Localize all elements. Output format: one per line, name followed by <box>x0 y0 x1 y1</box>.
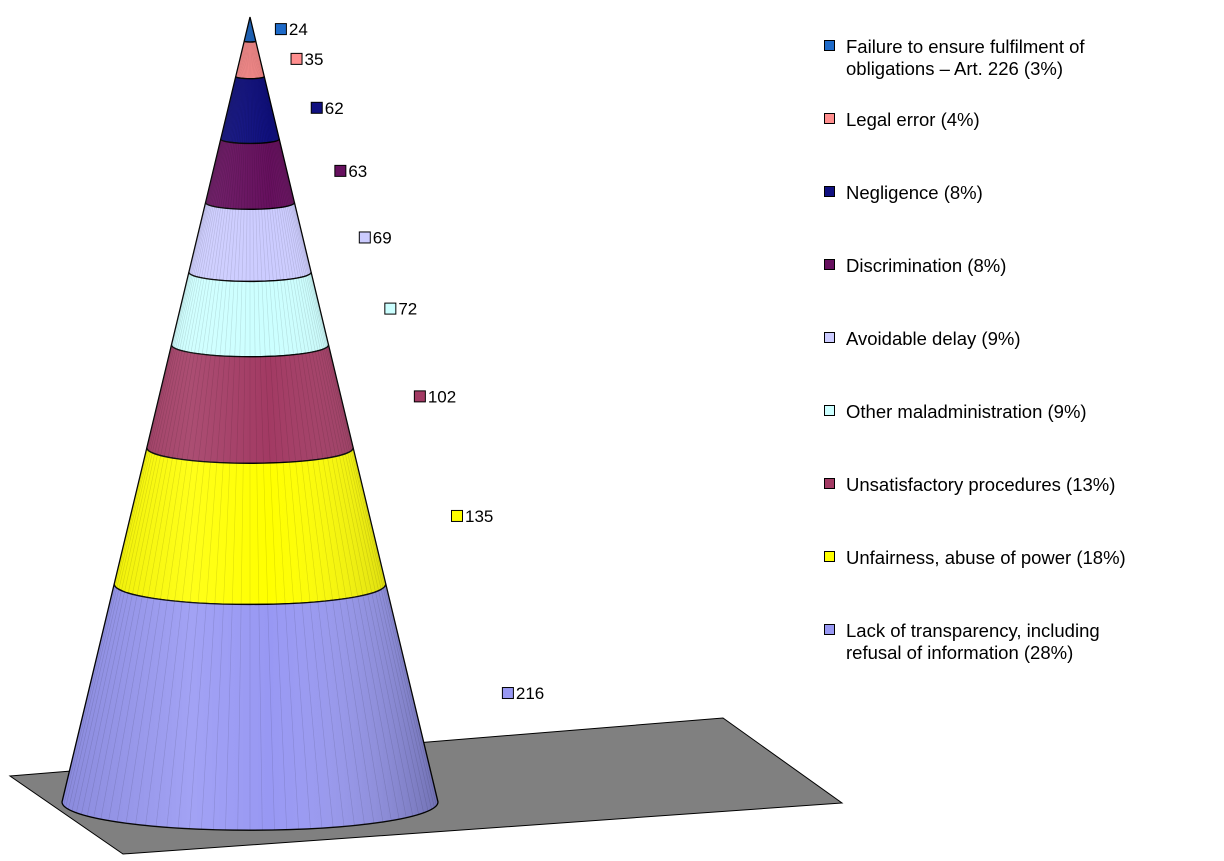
legend-swatch <box>824 332 835 343</box>
legend-swatch <box>824 478 835 489</box>
data-label-swatch <box>334 164 347 177</box>
data-label: 135 <box>465 507 493 526</box>
legend-swatch <box>824 259 835 270</box>
data-label: 72 <box>398 300 417 319</box>
data-label-swatch <box>413 390 426 403</box>
data-labels: 24 35 62 63 69 72 102 135 216 <box>274 20 544 703</box>
data-label-swatch <box>274 23 287 36</box>
data-label: 216 <box>516 684 544 703</box>
data-label: 69 <box>373 228 392 247</box>
legend-label: Unfairness, abuse of power (18%) <box>846 547 1126 568</box>
legend-label: Lack of transparency, including refusal … <box>846 620 1100 663</box>
cone-ribs <box>62 17 438 831</box>
data-label: 102 <box>428 387 456 406</box>
legend-label: Unsatisfactory procedures (13%) <box>846 474 1116 495</box>
legend-label: Legal error (4%) <box>846 109 980 130</box>
data-label-swatch <box>310 101 323 114</box>
data-label: 35 <box>305 50 324 69</box>
data-label: 63 <box>348 162 367 181</box>
legend-swatch <box>824 113 835 124</box>
legend-swatch <box>824 186 835 197</box>
data-label-swatch <box>384 302 397 315</box>
legend-label: Other maladministration (9%) <box>846 401 1087 422</box>
legend-swatch <box>824 624 835 635</box>
data-label-swatch <box>501 687 514 700</box>
legend-swatch <box>824 40 835 51</box>
data-label: 24 <box>289 20 308 39</box>
data-label-swatch <box>358 231 371 244</box>
legend-label: Avoidable delay (9%) <box>846 328 1021 349</box>
data-label-swatch <box>450 509 463 522</box>
legend-swatch <box>824 405 835 416</box>
legend-label: Negligence (8%) <box>846 182 983 203</box>
legend-swatch <box>824 551 835 562</box>
data-label: 62 <box>325 99 344 118</box>
legend-label: Discrimination (8%) <box>846 255 1007 276</box>
legend-label: Failure to ensure fulfilment of obligati… <box>846 36 1085 79</box>
data-label-swatch <box>290 52 303 65</box>
